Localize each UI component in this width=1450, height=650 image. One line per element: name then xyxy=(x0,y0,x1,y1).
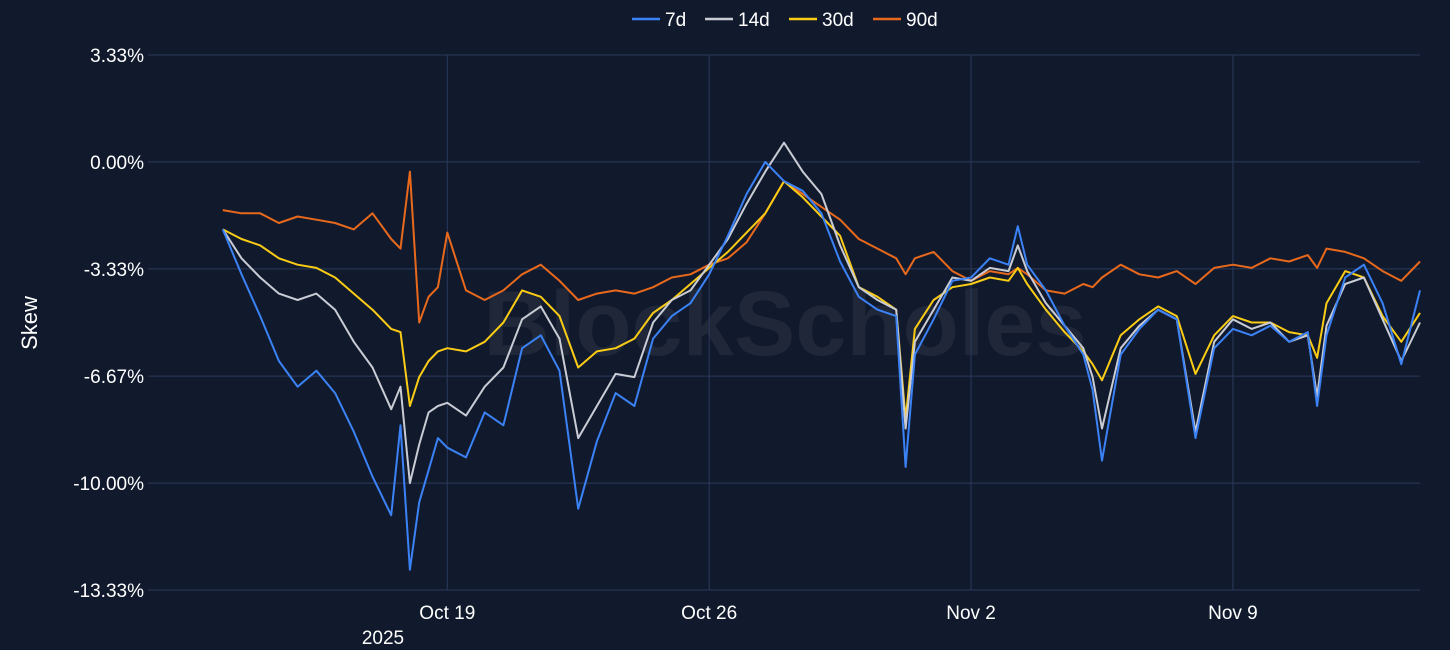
x-axis-year-label: 2025 xyxy=(362,628,404,649)
y-tick-label: 3.33% xyxy=(90,46,144,67)
legend-label-14d: 14d xyxy=(738,10,770,31)
y-tick-label: 0.00% xyxy=(90,153,144,174)
legend: 7d 14d 30d 90d xyxy=(632,10,938,31)
y-axis-ticks: 3.33% 0.00% -3.33% -6.67% -10.00% -13.33% xyxy=(73,46,144,602)
watermark: BlockScholes xyxy=(483,273,1086,375)
y-gridlines xyxy=(148,54,1420,591)
y-tick-label: -10.00% xyxy=(73,474,144,495)
y-tick-label: -6.67% xyxy=(84,367,144,388)
series-line-7d xyxy=(221,160,1421,571)
x-gridlines xyxy=(446,55,1234,590)
series-line-30d xyxy=(222,180,1421,420)
series-layer xyxy=(221,141,1421,571)
x-tick-label: Nov 9 xyxy=(1208,603,1258,624)
legend-label-7d: 7d xyxy=(665,10,686,31)
series-line-90d xyxy=(222,170,1421,324)
x-tick-label: Nov 2 xyxy=(946,603,996,624)
y-axis-title: Skew xyxy=(17,296,42,350)
y-tick-label: -13.33% xyxy=(73,581,144,602)
legend-label-30d: 30d xyxy=(822,10,854,31)
x-tick-label: Oct 26 xyxy=(681,603,737,624)
x-axis-ticks: Oct 19 Oct 26 Nov 2 Nov 9 xyxy=(419,603,1257,624)
series-line-14d xyxy=(221,141,1421,485)
legend-label-90d: 90d xyxy=(906,10,938,31)
x-tick-label: Oct 19 xyxy=(419,603,475,624)
y-tick-label: -3.33% xyxy=(84,260,144,281)
